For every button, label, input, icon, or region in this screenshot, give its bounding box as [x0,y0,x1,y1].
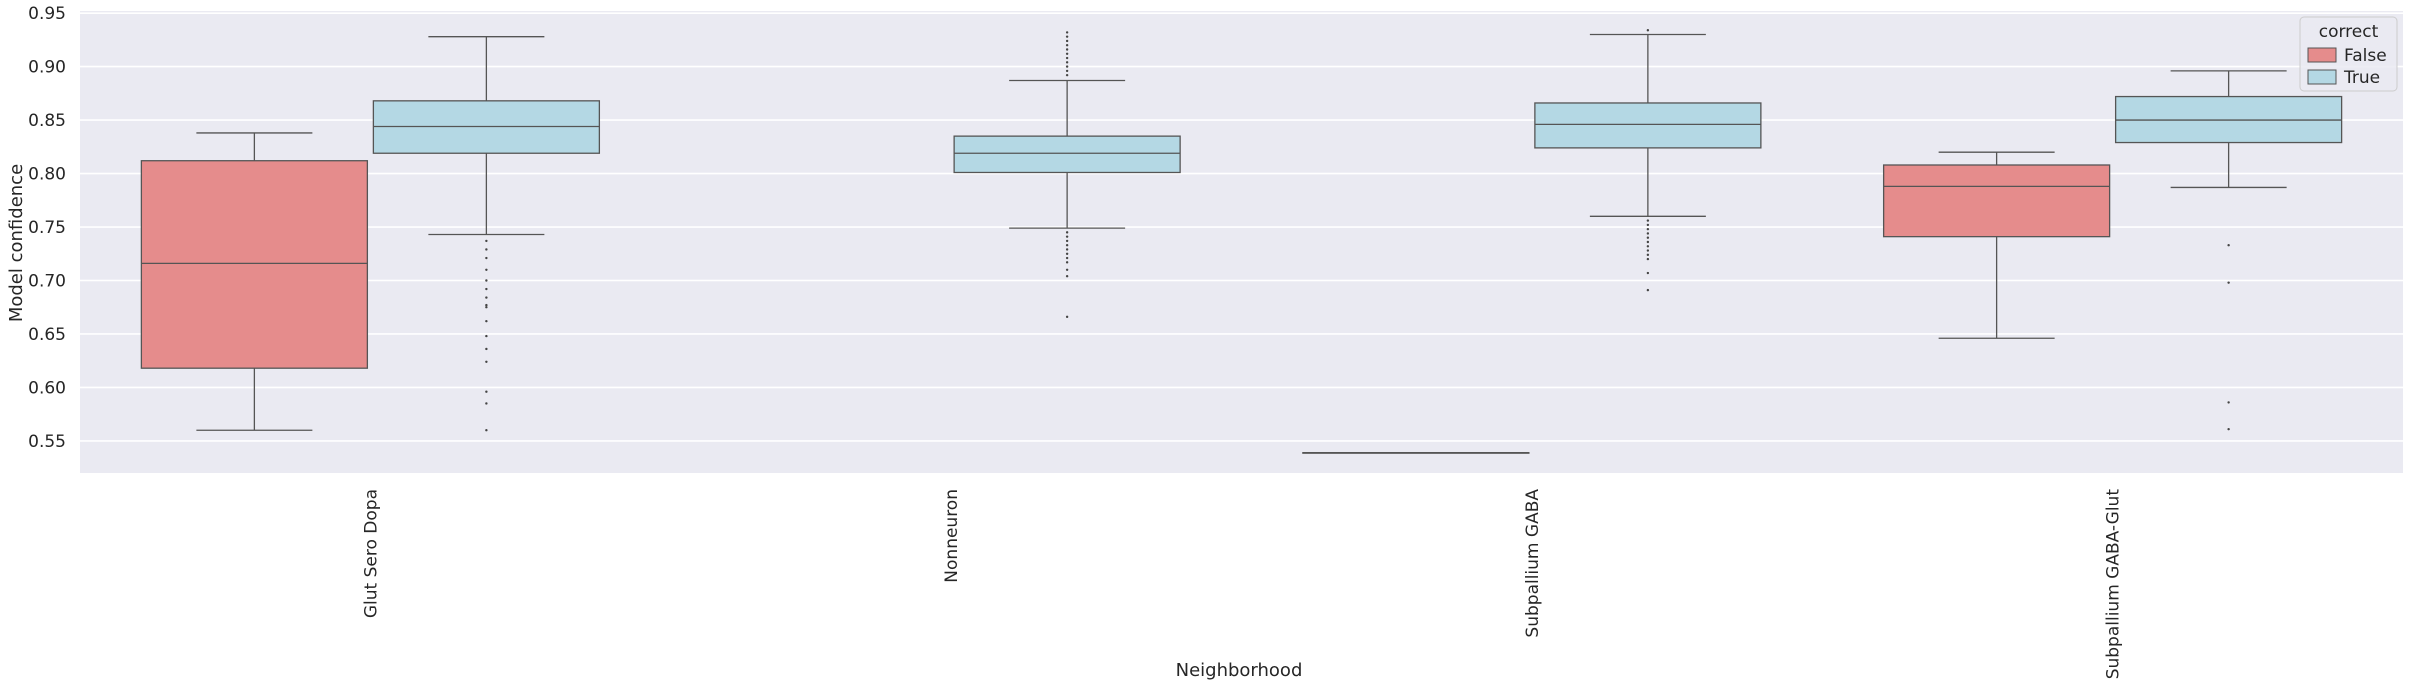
outlier-point [1646,227,1650,231]
outlier-point [1065,268,1069,272]
outlier-point [1646,29,1650,32]
legend-title: correct [2319,22,2379,42]
y-tick-label: 0.95 [28,4,66,24]
y-tick-label: 0.75 [28,218,66,238]
box-false-3 [1882,151,2111,339]
outlier-point [1646,232,1650,235]
outlier-point [1065,73,1069,77]
boxes-layer [140,29,2343,454]
y-tick-label: 0.90 [28,58,66,78]
outlier-point [1646,219,1650,222]
outlier-point [1065,61,1069,64]
outlier-point [1065,65,1069,68]
outlier-point [485,334,488,338]
outlier-point [2227,427,2230,431]
box-true-3 [2114,70,2343,431]
outlier-point [1065,35,1069,38]
y-tick-label: 0.70 [28,272,66,292]
outlier-point [2227,401,2230,404]
outlier-point [485,402,488,405]
outlier-point [1065,52,1069,55]
box-iqr [953,135,1181,174]
y-axis-label: Model confidence [6,164,27,322]
outlier-point [1065,235,1069,238]
outlier-point [485,248,488,251]
box-iqr [1882,164,2111,238]
outlier-point [485,268,488,272]
outlier-point [1065,244,1069,247]
outlier-point [485,347,488,351]
outlier-point [485,296,488,299]
outlier-point [1065,315,1069,319]
outlier-point [485,306,488,309]
outlier-point [1646,245,1650,248]
outlier-point [1646,236,1650,239]
outlier-point [1646,257,1650,261]
outlier-point [1065,39,1069,43]
legend-label-true: True [2343,68,2380,88]
outlier-point [1646,288,1650,292]
y-tick-label: 0.65 [28,325,66,345]
box-false-2 [1302,452,1530,454]
x-tick-label: Subpallium GABA-Glut [2104,489,2124,680]
outlier-point [485,279,488,282]
x-tick-label: Subpallium GABA [1523,489,1543,638]
outlier-point [485,239,488,243]
outlier-point [1646,271,1650,275]
x-axis-label: Neighborhood [1176,660,1303,681]
outlier-point [485,303,488,307]
outlier-point [1065,31,1069,34]
outlier-point [2227,281,2230,284]
outlier-point [1646,249,1650,252]
outlier-point [1065,239,1069,243]
x-tick-labels: Glut Sero Dopa Nonneuron Subpallium GABA Su… [361,489,2123,680]
outlier-point [485,256,488,260]
outlier-point [1646,223,1650,227]
outlier-point [1065,252,1069,255]
legend-swatch-true [2307,69,2337,85]
plot-area [80,11,2403,473]
y-tick-label: 0.85 [28,111,66,131]
box-true-2 [1534,29,1762,292]
outlier-point [485,360,488,363]
outlier-point [1065,248,1069,251]
outlier-point [1646,253,1650,257]
box-iqr [1534,102,1762,149]
box-true-0 [372,36,601,432]
outlier-point [1065,44,1069,47]
x-tick-label: Glut Sero Dopa [361,489,381,618]
outlier-point [1065,275,1069,278]
box-false-0 [140,132,369,431]
outlier-point [1065,256,1069,260]
outlier-point [1065,261,1069,264]
outlier-point [485,390,488,393]
outlier-point [1065,69,1069,73]
outlier-point [1065,56,1069,60]
x-tick-label: Nonneuron [942,489,962,583]
y-tick-label: 0.80 [28,165,66,185]
y-tick-labels: 0.55 0.60 0.65 0.70 0.75 0.80 0.85 0.90 0.95 [28,4,66,452]
outlier-point [1065,48,1069,51]
outlier-point [485,319,488,323]
legend-label-false: False [2344,46,2387,66]
y-tick-label: 0.55 [28,432,66,452]
outlier-point [1065,231,1069,234]
outlier-point [485,287,488,291]
y-tick-label: 0.60 [28,378,66,398]
outlier-point [1646,240,1650,244]
box-iqr [140,160,369,369]
box-true-1 [953,31,1181,319]
legend-swatch-false [2307,47,2337,63]
outlier-point [2227,244,2230,247]
outlier-point [485,429,488,432]
